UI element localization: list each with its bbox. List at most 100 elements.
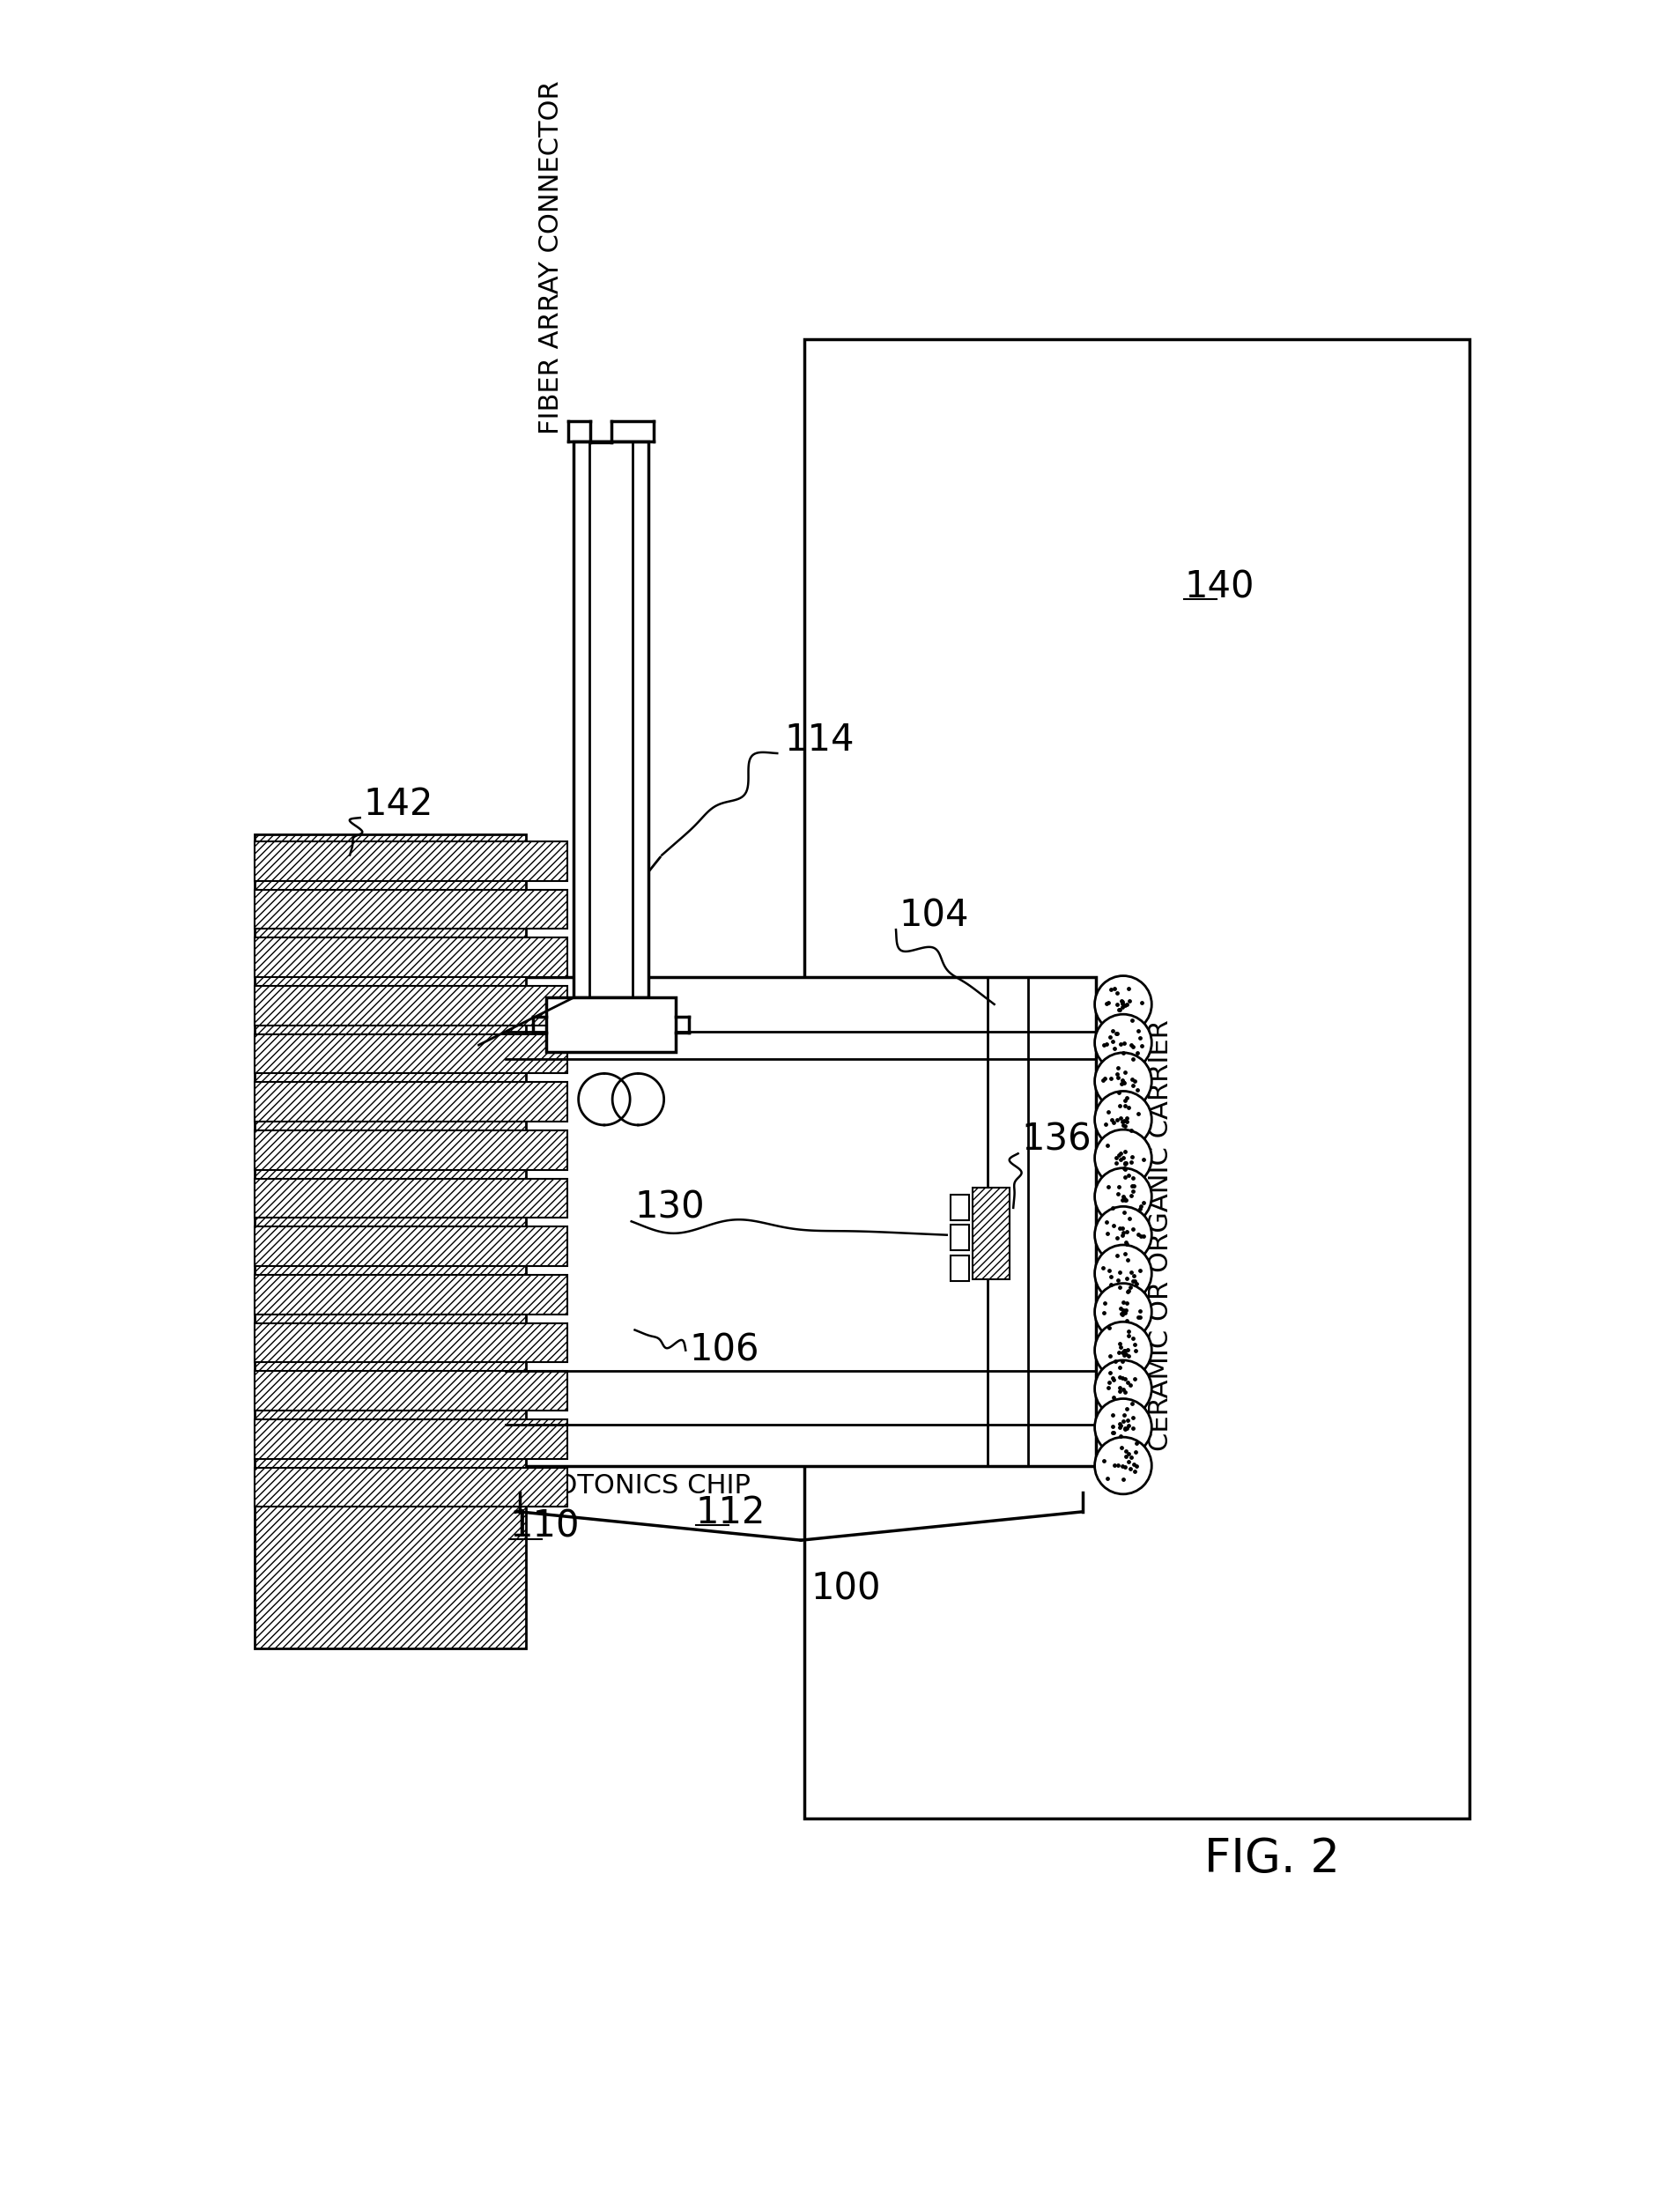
Point (1100, 1408, 1127, 1443)
Bar (255, 834, 526, 1649)
Point (1117, 1026, 1144, 1062)
Point (1099, 1360, 1126, 1395)
Point (1119, 1265, 1146, 1300)
Point (1131, 1185, 1158, 1220)
Point (1116, 1408, 1142, 1443)
Point (1110, 1104, 1137, 1139)
Point (1107, 1329, 1134, 1364)
Point (1099, 1013, 1126, 1048)
Point (1107, 1291, 1134, 1326)
Point (1127, 1293, 1154, 1329)
Bar (575, 441, 648, 998)
Point (1114, 1410, 1141, 1446)
Point (1097, 971, 1124, 1006)
Point (1110, 1066, 1137, 1101)
Point (1105, 1137, 1132, 1172)
Point (1129, 1028, 1156, 1064)
Point (1112, 1152, 1139, 1187)
Bar (255, 938, 566, 978)
Point (1121, 1454, 1147, 1490)
Point (1116, 1159, 1142, 1194)
Point (1104, 1057, 1131, 1092)
Text: 100: 100 (811, 1571, 882, 1607)
Circle shape (1095, 1090, 1152, 1148)
Point (1109, 1360, 1136, 1395)
Point (1090, 1062, 1117, 1097)
Point (1100, 971, 1127, 1006)
Point (1119, 1168, 1146, 1203)
Point (1094, 1461, 1121, 1496)
Point (1114, 1214, 1141, 1249)
Point (1122, 1435, 1149, 1470)
Point (1114, 1331, 1141, 1366)
Point (1112, 1291, 1139, 1326)
Point (1099, 1415, 1126, 1450)
Point (1110, 1333, 1137, 1368)
Point (1124, 1073, 1151, 1108)
Point (1124, 1035, 1151, 1070)
Point (1117, 1439, 1144, 1474)
Point (1114, 987, 1141, 1022)
Point (1117, 1450, 1144, 1485)
Point (1114, 1390, 1141, 1426)
Point (1114, 1243, 1141, 1278)
Point (1090, 1443, 1117, 1479)
Point (1097, 1267, 1124, 1302)
Point (1105, 1254, 1132, 1289)
Bar (951, 1225, 969, 1251)
Point (1109, 1108, 1136, 1143)
Text: 112: 112 (696, 1494, 766, 1532)
Point (1112, 1450, 1139, 1485)
Point (1114, 1260, 1141, 1296)
Circle shape (1095, 1168, 1152, 1225)
Point (1121, 1399, 1147, 1435)
Bar (973, 1187, 1010, 1280)
Point (1114, 1443, 1141, 1479)
Bar (255, 1081, 566, 1121)
Point (1124, 1300, 1151, 1335)
Point (1095, 1251, 1122, 1287)
Point (1100, 1207, 1127, 1243)
Point (1116, 1090, 1142, 1126)
Point (1114, 1101, 1141, 1137)
Bar (255, 1371, 566, 1410)
Point (1107, 1326, 1134, 1362)
Point (1100, 1106, 1127, 1141)
Point (1122, 1448, 1149, 1483)
Point (1119, 1062, 1146, 1097)
Point (1109, 1335, 1136, 1371)
Circle shape (1095, 1245, 1152, 1302)
Point (1127, 1187, 1154, 1223)
Point (1114, 1104, 1141, 1139)
Point (1094, 1095, 1121, 1130)
Point (1110, 1410, 1137, 1446)
Point (1105, 1360, 1132, 1395)
Point (1109, 1461, 1136, 1496)
Point (1121, 1262, 1147, 1298)
Point (1119, 1212, 1146, 1247)
Bar (546, 998, 675, 1053)
Point (1117, 1112, 1144, 1148)
Point (1110, 1179, 1137, 1214)
Point (1112, 1362, 1139, 1397)
Point (1092, 1059, 1119, 1095)
Point (1090, 1026, 1117, 1062)
Point (1116, 1201, 1142, 1236)
Point (1097, 1062, 1124, 1097)
Point (1126, 1020, 1152, 1055)
Point (1112, 1088, 1139, 1123)
Point (1107, 1408, 1134, 1443)
Point (1116, 984, 1142, 1020)
Point (1092, 1106, 1119, 1141)
Point (1109, 987, 1136, 1022)
Point (1100, 1415, 1127, 1450)
Point (1126, 1013, 1152, 1048)
Point (1105, 991, 1132, 1026)
Point (1089, 1251, 1116, 1287)
Point (1114, 1364, 1141, 1399)
Text: 136: 136 (1021, 1121, 1092, 1159)
Point (1094, 1026, 1121, 1062)
Point (1100, 1362, 1127, 1397)
Point (1107, 1373, 1134, 1408)
Bar (255, 1227, 566, 1267)
